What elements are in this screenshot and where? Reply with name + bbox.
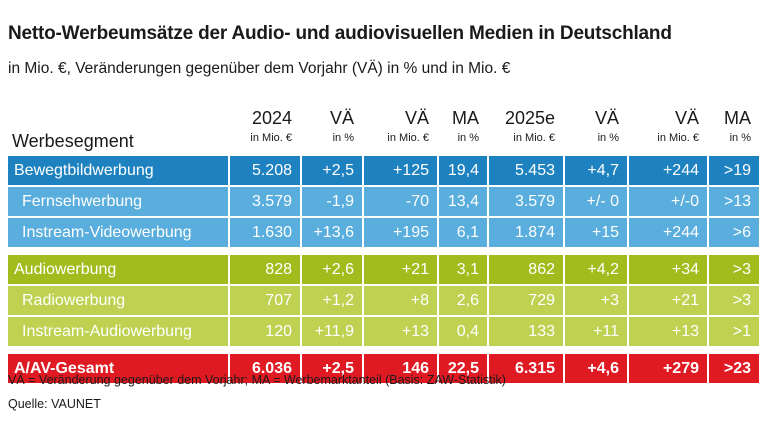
cell: -1,9 [300, 187, 362, 218]
cell: 828 [228, 255, 300, 286]
cell: 120 [228, 317, 300, 348]
cell: +15 [563, 218, 627, 249]
cell: >19 [707, 156, 759, 187]
col-header-va-pct-2024: VÄ [329, 108, 354, 128]
cell: +195 [362, 218, 437, 249]
row-label-audio: Audiowerbung [8, 255, 228, 286]
cell: +1,2 [300, 286, 362, 317]
unit-va-mio-2025: in Mio. € [657, 132, 699, 144]
cell: 13,4 [437, 187, 487, 218]
table-row: Audiowerbung 828 +2,6 +21 3,1 862 +4,2 +… [8, 255, 759, 286]
cell: 1.874 [487, 218, 563, 249]
col-header-va-mio-2024: VÄ [404, 108, 429, 128]
cell: +34 [627, 255, 707, 286]
cell: +4,6 [563, 354, 627, 385]
cell: -70 [362, 187, 437, 218]
cell: 6.315 [487, 354, 563, 385]
cell: >1 [707, 317, 759, 348]
col-header-ma-2025: MA [724, 108, 751, 128]
cell: >3 [707, 286, 759, 317]
unit-va-mio-2024: in Mio. € [387, 132, 429, 144]
col-header-2025e: 2025e [504, 108, 555, 128]
cell: 146 [362, 354, 437, 385]
unit-va-pct-2025: in % [597, 132, 619, 144]
segment-header: Werbesegment [12, 131, 134, 151]
cell: 3.579 [228, 187, 300, 218]
table-row: Instream-Audiowerbung 120 +11,9 +13 0,4 … [8, 317, 759, 348]
cell: +4,7 [563, 156, 627, 187]
cell: 3.579 [487, 187, 563, 218]
cell: 3,1 [437, 255, 487, 286]
cell: >13 [707, 187, 759, 218]
chart-subtitle: in Mio. €, Veränderungen gegenüber dem V… [8, 60, 511, 77]
cell: +11,9 [300, 317, 362, 348]
cell: 19,4 [437, 156, 487, 187]
cell: 5.453 [487, 156, 563, 187]
ad-revenue-table: Werbesegment 2024 VÄ VÄ MA 2025e VÄ VÄ M… [8, 103, 759, 385]
cell: 1.630 [228, 218, 300, 249]
table-row: Bewegtbildwerbung 5.208 +2,5 +125 19,4 5… [8, 156, 759, 187]
cell: +4,2 [563, 255, 627, 286]
cell: +13 [362, 317, 437, 348]
cell: 862 [487, 255, 563, 286]
cell: +21 [627, 286, 707, 317]
unit-va-pct-2024: in % [332, 132, 354, 144]
table-row: Fernsehwerbung 3.579 -1,9 -70 13,4 3.579… [8, 187, 759, 218]
table-row: Instream-Videowerbung 1.630 +13,6 +195 6… [8, 218, 759, 249]
row-label-fernseh: Fernsehwerbung [8, 187, 228, 218]
cell: +13 [627, 317, 707, 348]
unit-2024: in Mio. € [250, 132, 292, 144]
cell: +244 [627, 218, 707, 249]
row-label-radio: Radiowerbung [8, 286, 228, 317]
col-header-va-pct-2025: VÄ [594, 108, 619, 128]
row-label-bewegtbild: Bewegtbildwerbung [8, 156, 228, 187]
cell: 6.036 [228, 354, 300, 385]
source-note: Quelle: VAUNET [8, 397, 101, 411]
cell: 133 [487, 317, 563, 348]
cell: +21 [362, 255, 437, 286]
row-label-instream-video: Instream-Videowerbung [8, 218, 228, 249]
table-row: Radiowerbung 707 +1,2 +8 2,6 729 +3 +21 … [8, 286, 759, 317]
footnote: VÄ = Veränderung gegenüber dem Vorjahr; … [8, 373, 506, 387]
unit-ma-2024: in % [457, 132, 479, 144]
cell: +11 [563, 317, 627, 348]
cell: 729 [487, 286, 563, 317]
cell: +13,6 [300, 218, 362, 249]
col-header-va-mio-2025: VÄ [674, 108, 699, 128]
cell: 6,1 [437, 218, 487, 249]
cell: 2,6 [437, 286, 487, 317]
cell: +2,5 [300, 156, 362, 187]
cell: +3 [563, 286, 627, 317]
cell: 0,4 [437, 317, 487, 348]
cell: 22,5 [437, 354, 487, 385]
cell: +244 [627, 156, 707, 187]
cell: +/-0 [627, 187, 707, 218]
cell: +2,5 [300, 354, 362, 385]
row-label-instream-audio: Instream-Audiowerbung [8, 317, 228, 348]
cell: 5.208 [228, 156, 300, 187]
cell: +279 [627, 354, 707, 385]
cell: +8 [362, 286, 437, 317]
cell: >3 [707, 255, 759, 286]
chart-title: Netto-Werbeumsätze der Audio- und audiov… [8, 23, 672, 44]
cell: >23 [707, 354, 759, 385]
cell: +125 [362, 156, 437, 187]
table-row-total: A/AV-Gesamt 6.036 +2,5 146 22,5 6.315 +4… [8, 354, 759, 385]
unit-ma-2025: in % [729, 132, 751, 144]
unit-2025e: in Mio. € [513, 132, 555, 144]
row-label-total: A/AV-Gesamt [8, 354, 228, 385]
cell: >6 [707, 218, 759, 249]
cell: +/- 0 [563, 187, 627, 218]
cell: 707 [228, 286, 300, 317]
cell: +2,6 [300, 255, 362, 286]
col-header-ma-2024: MA [452, 108, 479, 128]
col-header-2024: 2024 [251, 108, 292, 128]
